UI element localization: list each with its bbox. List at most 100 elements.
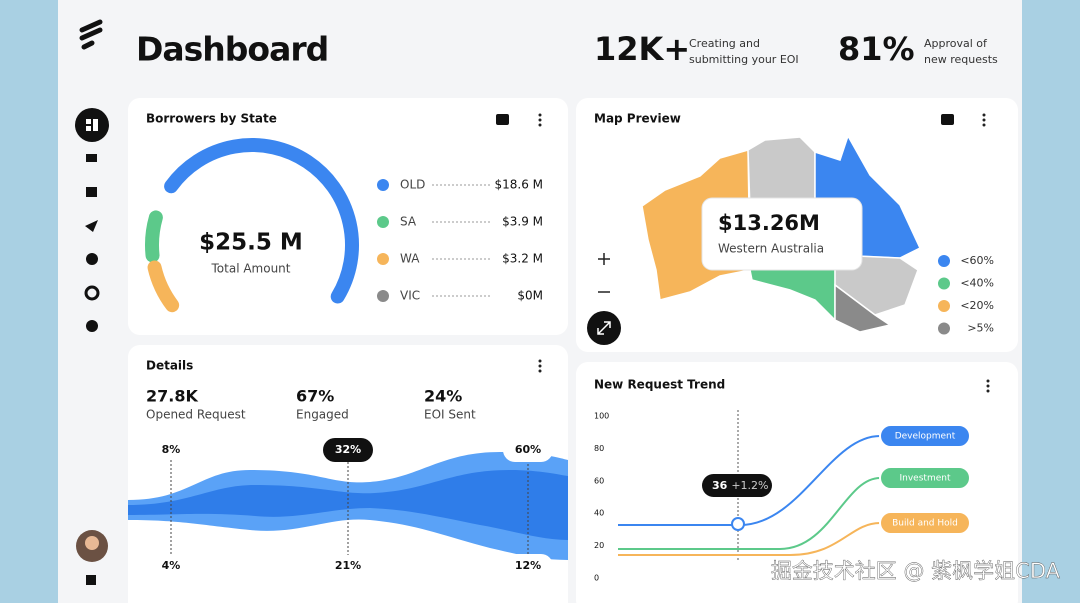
stat-label: Engaged [296,408,349,422]
sidebar [75,108,109,585]
gauge-arc [147,260,180,313]
map-tooltip [701,197,863,271]
flow-bottom-label: 4% [162,559,181,572]
tooltip-value: 36 [712,479,728,492]
gauge-arc [164,138,359,304]
legend-name: VIC [400,289,420,303]
stat-label: submitting your EOI [689,53,799,66]
legend-label: <60% [960,254,994,267]
legend-value: $3.2 M [502,252,543,266]
card-title: Borrowers by State [146,112,277,126]
gauge-arc [145,210,163,263]
menu-button[interactable] [982,113,986,127]
flow-top-label: 8% [162,443,181,456]
legend-value: $3.9 M [502,215,543,229]
legend-label: >5% [967,322,994,335]
watermark: 掘金技术社区 @ 紫枫学姐CDA [771,559,1061,583]
y-axis: 0 20 40 60 80 100 [594,412,609,583]
series-name: Build and Hold [892,519,958,529]
legend-label: <20% [960,299,994,312]
menu-button[interactable] [986,379,990,393]
nav-history[interactable] [86,253,98,265]
map-region-name: Western Australia [718,242,824,256]
legend-dot [938,255,950,267]
legend-dot [377,179,389,191]
calendar-button[interactable] [941,114,954,125]
stat-value: 27.8K [146,387,198,406]
series-pill[interactable] [879,424,971,448]
y-tick-label: 40 [594,509,604,518]
series-pill[interactable] [879,466,971,490]
legend-name: OLD [400,178,425,192]
series-name: Investment [900,474,951,484]
card-title: Map Preview [594,112,681,126]
nav-send[interactable] [85,220,98,232]
nav-settings[interactable] [86,320,98,332]
flow-pill [503,554,553,578]
trend-line [618,477,881,550]
total-label: Total Amount [211,262,291,276]
flow-labels: 8% 4% 32% 21% 60% 12% [162,443,542,572]
tooltip-change: +1.2% [731,479,768,492]
page-title: Dashboard [136,30,328,69]
flow-bottom-label: 21% [335,559,361,572]
svg-text:36+1.2%: 36 +1.2% [712,479,768,492]
map-legend: <60% <40% <20% >5% [938,254,994,335]
flow-bottom-label: 12% [515,559,541,572]
stat-label: EOI Sent [424,408,476,422]
stat-label: Opened Request [146,408,246,422]
trend-point[interactable] [731,517,745,531]
card-title: Details [146,359,193,373]
trend-line [618,435,881,526]
map-value: $13.26M [718,211,820,235]
nav-docs[interactable] [86,187,97,197]
nav-dashboard[interactable] [75,108,109,142]
stat-value: 24% [424,387,462,406]
y-tick-label: 60 [594,476,604,485]
nav-logout[interactable] [86,575,96,585]
series-name: Development [895,432,956,442]
trend-legend: Development Investment Build and Hold [879,424,971,535]
details-stats: 27.8K Opened Request 67% Engaged 24% EOI Sent [146,387,476,422]
zoom-in[interactable] [598,253,610,265]
stat-label: new requests [924,53,998,66]
legend-value: $0M [517,289,543,303]
map-region[interactable] [834,283,892,333]
calendar-button[interactable] [496,114,509,125]
flow-top-label: 60% [515,443,541,456]
flow-pill [503,438,553,462]
trend-tooltip [702,474,772,497]
menu-button[interactable] [538,359,542,373]
stat-value: 12K+ [594,30,690,68]
y-tick-label: 20 [594,541,604,550]
legend-label: <40% [960,277,994,290]
stat-value: 81% [838,30,915,68]
series-pill[interactable] [879,511,971,535]
legend-dot [938,322,950,335]
stat-value: 67% [296,387,334,406]
y-tick-label: 100 [594,412,609,421]
y-tick-label: 0 [594,574,599,583]
menu-button[interactable] [538,113,542,127]
card-title: New Request Trend [594,378,725,392]
legend-dot [938,300,950,312]
borrowers-legend: OLD $18.6 M SA $3.9 M WA $3.2 M VIC $0M [377,178,543,303]
stat-label: Creating and [689,37,760,50]
trend-card [576,362,1018,603]
flow-pill [323,438,373,462]
flow-top-label: 32% [335,443,361,456]
legend-dot [938,277,950,290]
nav-support[interactable] [84,285,100,301]
legend-name: WA [400,252,420,266]
stat-label: Approval of [924,37,988,50]
legend-dot [377,216,389,228]
total-amount: $25.5 M [199,230,303,256]
nav-mail[interactable] [86,154,97,162]
y-tick-label: 80 [594,444,604,453]
trend-line [618,522,881,556]
legend-name: SA [400,215,417,229]
legend-dot [377,290,389,302]
legend-dot [377,253,389,265]
